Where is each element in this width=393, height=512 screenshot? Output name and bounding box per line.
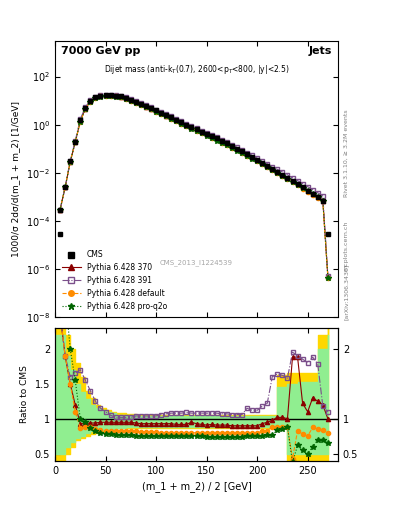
X-axis label: (m_1 + m_2) / 2 [GeV]: (m_1 + m_2) / 2 [GeV] bbox=[141, 481, 252, 492]
Text: mcplots.cern.ch: mcplots.cern.ch bbox=[343, 221, 348, 271]
Text: Rivet 3.1.10, ≥ 3.2M events: Rivet 3.1.10, ≥ 3.2M events bbox=[343, 110, 348, 198]
Text: Jets: Jets bbox=[309, 47, 332, 56]
Text: [arXiv:1306.3436]: [arXiv:1306.3436] bbox=[343, 264, 348, 320]
Y-axis label: 1000/σ 2dσ/d(m_1 + m_2) [1/GeV]: 1000/σ 2dσ/d(m_1 + m_2) [1/GeV] bbox=[11, 101, 20, 257]
Legend: CMS, Pythia 6.428 370, Pythia 6.428 391, Pythia 6.428 default, Pythia 6.428 pro-: CMS, Pythia 6.428 370, Pythia 6.428 391,… bbox=[59, 247, 171, 314]
Text: Dijet mass (anti-k$_T$(0.7), 2600<p$_T$<800, |y|<2.5): Dijet mass (anti-k$_T$(0.7), 2600<p$_T$<… bbox=[104, 63, 289, 76]
Y-axis label: Ratio to CMS: Ratio to CMS bbox=[20, 365, 29, 423]
Text: CMS_2013_I1224539: CMS_2013_I1224539 bbox=[160, 259, 233, 266]
Text: 7000 GeV pp: 7000 GeV pp bbox=[61, 47, 140, 56]
